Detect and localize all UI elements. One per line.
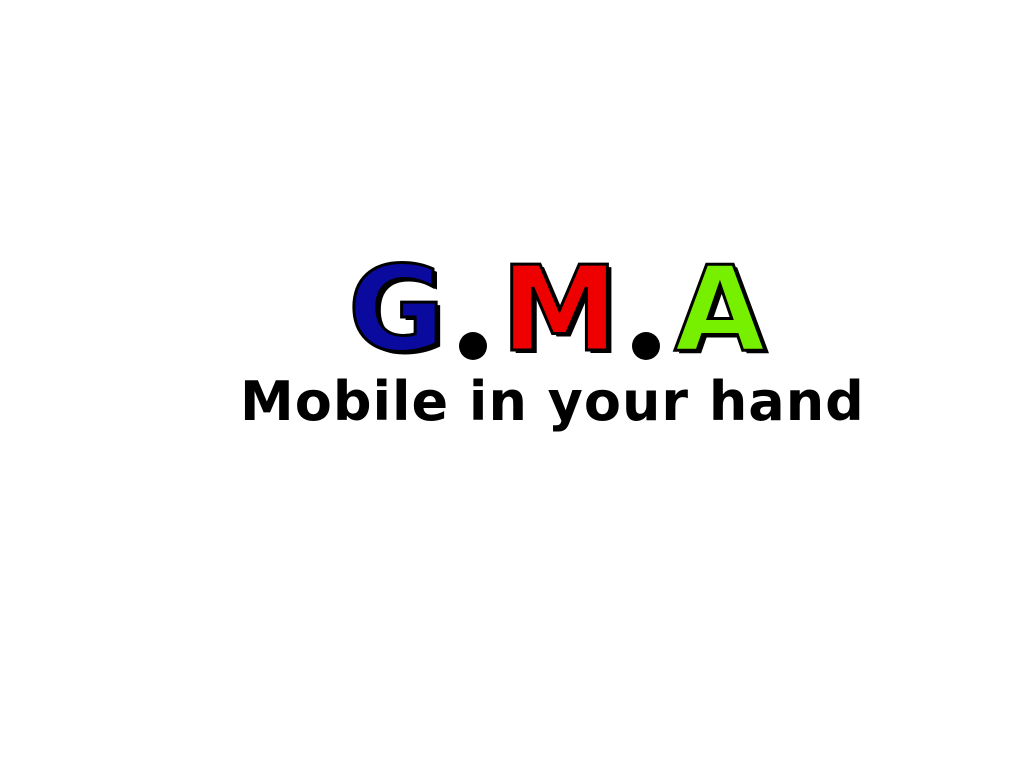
tagline: Mobile in your hand [240,372,865,431]
logo-dot [632,332,660,360]
gma-logo: G M A [348,256,766,368]
logo-letter-m: M [501,250,618,368]
logo-dot [459,332,487,360]
logo-letter-g: G [348,250,445,368]
logo-letter-a: A [674,250,765,368]
